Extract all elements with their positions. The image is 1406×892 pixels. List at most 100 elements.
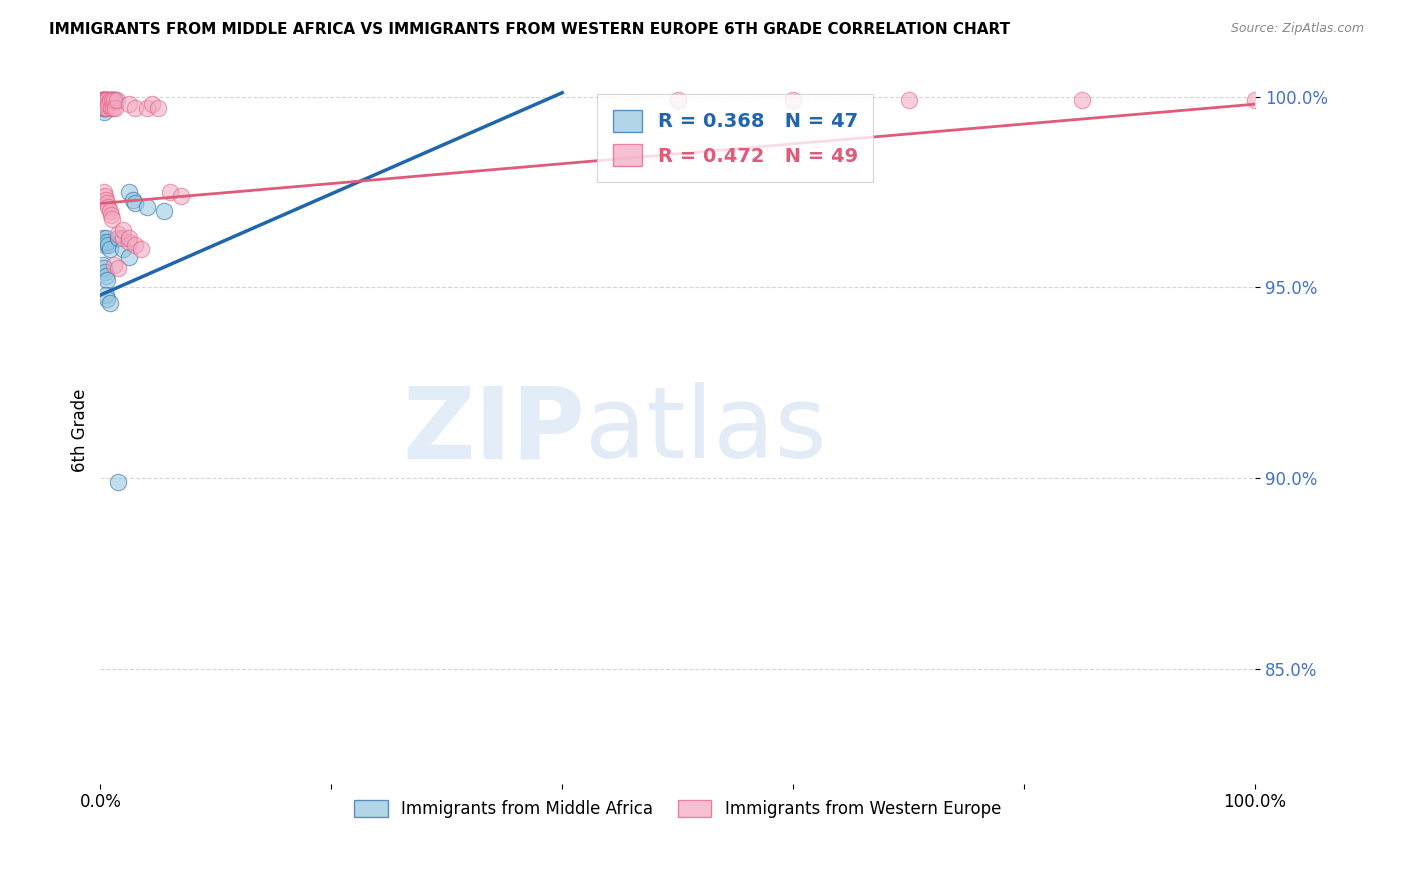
Point xyxy=(94,93,117,107)
Point xyxy=(91,231,114,245)
Point xyxy=(98,93,121,107)
Point xyxy=(124,101,146,115)
Point xyxy=(98,242,121,256)
Point xyxy=(107,261,129,276)
Point xyxy=(101,93,124,107)
Point xyxy=(141,97,163,112)
Point xyxy=(159,185,181,199)
Point xyxy=(101,101,124,115)
Point xyxy=(94,265,117,279)
Point xyxy=(90,97,112,112)
Point xyxy=(97,238,120,252)
Point xyxy=(112,242,135,256)
Point xyxy=(107,227,129,241)
Point xyxy=(93,235,115,249)
Text: ZIP: ZIP xyxy=(402,382,585,479)
Point xyxy=(96,292,118,306)
Point xyxy=(100,208,122,222)
Point xyxy=(170,188,193,202)
Point xyxy=(91,93,114,107)
Point xyxy=(93,97,115,112)
Point xyxy=(153,204,176,219)
Point xyxy=(94,101,117,115)
Point xyxy=(94,188,117,202)
Point xyxy=(1244,93,1267,107)
Point xyxy=(96,101,118,115)
Point xyxy=(94,231,117,245)
Point xyxy=(98,295,121,310)
Point xyxy=(94,193,117,207)
Point xyxy=(118,185,141,199)
Point xyxy=(90,97,112,112)
Point xyxy=(93,104,115,119)
Point xyxy=(103,93,125,107)
Point xyxy=(107,231,129,245)
Point xyxy=(96,93,118,107)
Point xyxy=(93,261,115,276)
Point xyxy=(124,238,146,252)
Point xyxy=(101,211,124,226)
Point xyxy=(93,185,115,199)
Point xyxy=(91,97,114,112)
Point xyxy=(135,200,157,214)
Point xyxy=(104,101,127,115)
Point xyxy=(112,223,135,237)
Text: IMMIGRANTS FROM MIDDLE AFRICA VS IMMIGRANTS FROM WESTERN EUROPE 6TH GRADE CORREL: IMMIGRANTS FROM MIDDLE AFRICA VS IMMIGRA… xyxy=(49,22,1011,37)
Point xyxy=(96,196,118,211)
Point xyxy=(94,101,117,115)
Point xyxy=(98,204,121,219)
Point xyxy=(103,258,125,272)
Point xyxy=(91,97,114,112)
Point xyxy=(94,268,117,283)
Point xyxy=(146,101,169,115)
Point xyxy=(101,93,124,107)
Point xyxy=(94,93,117,107)
Point xyxy=(93,101,115,115)
Point xyxy=(135,101,157,115)
Point xyxy=(90,93,112,107)
Point xyxy=(91,93,114,107)
Point xyxy=(90,101,112,115)
Point xyxy=(94,93,117,107)
Y-axis label: 6th Grade: 6th Grade xyxy=(72,389,89,472)
Point xyxy=(94,93,117,107)
Point xyxy=(100,101,122,115)
Point xyxy=(118,235,141,249)
Point xyxy=(94,288,117,302)
Text: Source: ZipAtlas.com: Source: ZipAtlas.com xyxy=(1230,22,1364,36)
Point xyxy=(782,93,804,107)
Point xyxy=(91,258,114,272)
Point xyxy=(90,93,112,107)
Point xyxy=(105,93,128,107)
Point xyxy=(121,193,143,207)
Point xyxy=(101,93,124,107)
Point xyxy=(94,97,117,112)
Point xyxy=(107,475,129,490)
Point xyxy=(93,97,115,112)
Point xyxy=(666,93,689,107)
Point xyxy=(97,97,120,112)
Point xyxy=(104,93,127,107)
Point xyxy=(94,97,117,112)
Legend: Immigrants from Middle Africa, Immigrants from Western Europe: Immigrants from Middle Africa, Immigrant… xyxy=(347,793,1008,825)
Point xyxy=(97,93,120,107)
Point xyxy=(97,200,120,214)
Point xyxy=(124,196,146,211)
Text: atlas: atlas xyxy=(585,382,827,479)
Point xyxy=(96,273,118,287)
Point xyxy=(897,93,920,107)
Point xyxy=(96,235,118,249)
Point xyxy=(1070,93,1092,107)
Point xyxy=(94,97,117,112)
Point xyxy=(98,93,121,107)
Point xyxy=(129,242,152,256)
Point xyxy=(118,97,141,112)
Point xyxy=(103,93,125,107)
Point xyxy=(94,238,117,252)
Point xyxy=(96,93,118,107)
Point xyxy=(91,101,114,115)
Point xyxy=(118,250,141,264)
Point xyxy=(118,231,141,245)
Point xyxy=(112,231,135,245)
Point xyxy=(93,93,115,107)
